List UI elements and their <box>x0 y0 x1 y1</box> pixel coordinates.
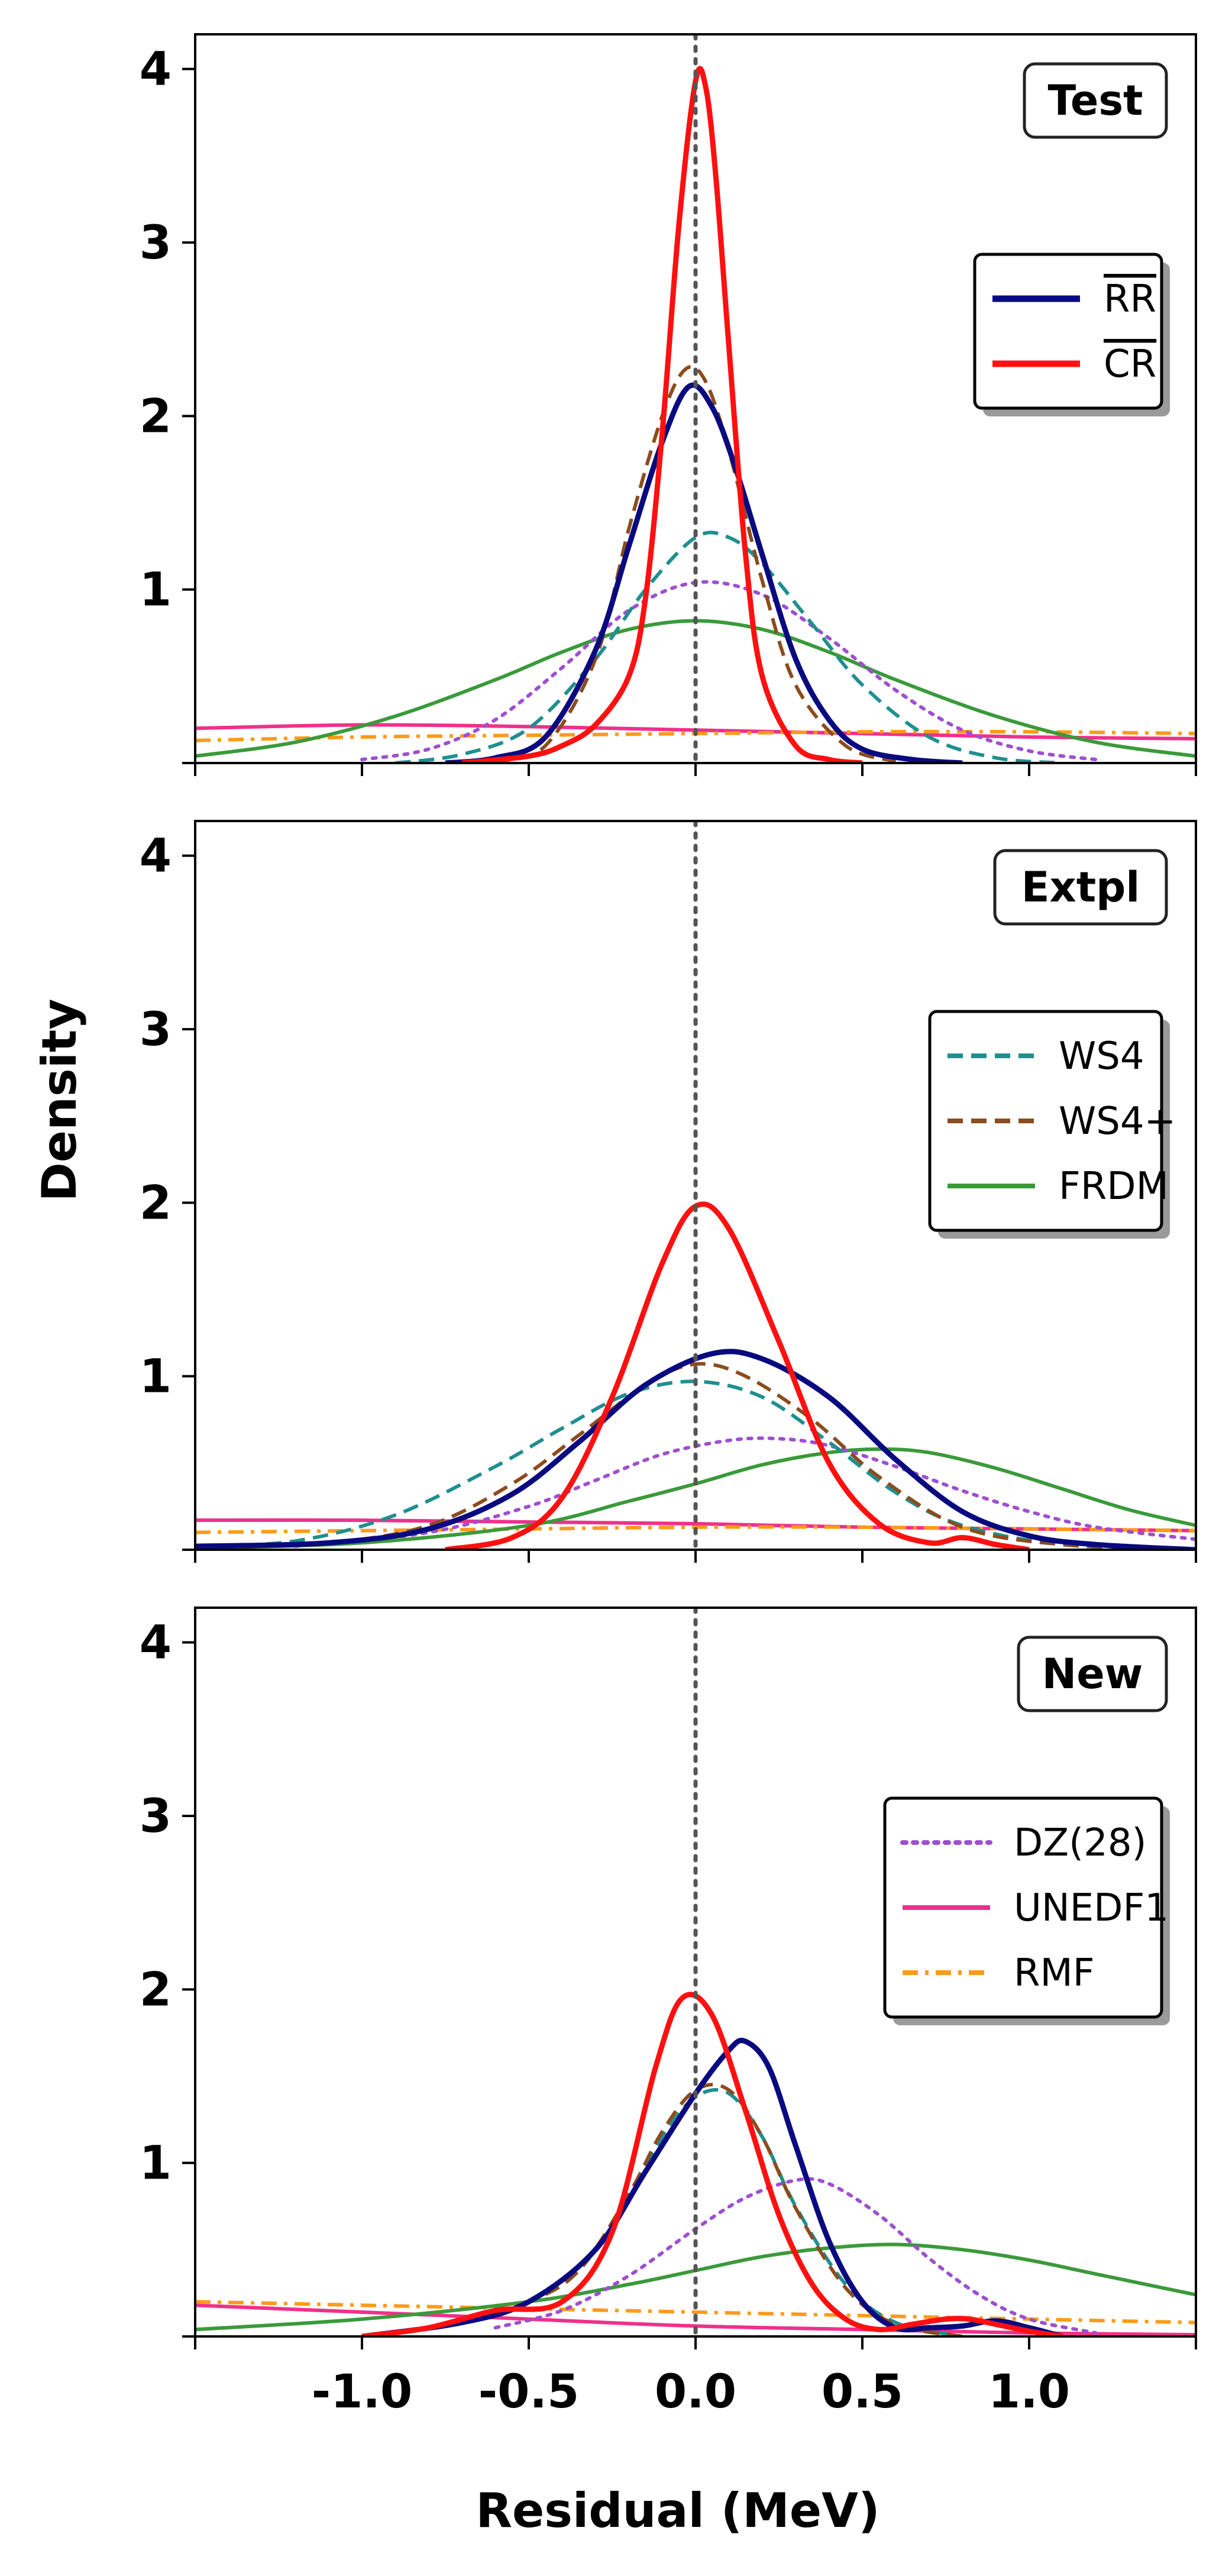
y-tick-label: 1 <box>140 564 172 617</box>
plot-area <box>195 1608 1196 2336</box>
x-tick-label: 0.5 <box>822 2365 903 2419</box>
series-line-cr <box>445 1201 1030 1550</box>
legend-entry-label: RMF <box>1014 1951 1095 1995</box>
y-tick-label: 1 <box>140 1350 172 1404</box>
dataset-tag: New <box>1017 1636 1168 1712</box>
series-line-ws4 <box>395 531 1063 763</box>
series-line-rmf <box>195 2300 1196 2325</box>
series-line-ws4 <box>361 2088 963 2336</box>
x-tick-label: 0.0 <box>655 2365 736 2419</box>
x-axis-title: Residual (MeV) <box>476 2483 879 2538</box>
legend-entry-label: CR <box>1104 342 1156 386</box>
panel-test: 1 2 3 4 Test RR CR <box>140 33 1197 776</box>
legend-entry-label: WS4 <box>1059 1035 1144 1078</box>
series-line-rr <box>361 2038 1063 2336</box>
x-tick-labels: -1.0 -0.5 0.0 0.5 1.0 <box>312 2365 1070 2419</box>
y-tick-label: 3 <box>140 216 172 270</box>
legend: DZ(28) UNEDF1 RMF <box>883 1796 1170 2025</box>
legend-entry-label: WS4+ <box>1059 1100 1176 1143</box>
legend-entry-label: DZ(28) <box>1014 1821 1147 1865</box>
series-line-cr <box>361 1992 1063 2336</box>
series-line-rr <box>195 1349 1196 1550</box>
x-tick-label: -1.0 <box>312 2365 413 2419</box>
series-line-frdm <box>195 2242 1196 2332</box>
series-line-dz-28- <box>360 580 1098 762</box>
series-line-dz-28- <box>493 2177 1098 2335</box>
legend-entry-label: RR <box>1104 277 1156 321</box>
legend: RR CR <box>973 253 1170 416</box>
y-tick-label: 3 <box>140 1003 172 1056</box>
panel-extpl: 1 2 3 4 Extpl WS4 WS4+ FRDM <box>140 820 1197 1563</box>
y-tick-label: 2 <box>140 1963 172 2016</box>
legend-entry-label: FRDM <box>1059 1165 1169 1208</box>
y-tick-label: 2 <box>140 390 172 443</box>
y-tick-label: 3 <box>140 1790 172 1843</box>
legend-entry-label: UNEDF1 <box>1014 1886 1169 1930</box>
y-axis-title: Density <box>32 998 87 1201</box>
dataset-tag-label: Test <box>1047 76 1143 125</box>
series-line-rr <box>445 382 963 763</box>
legend: WS4 WS4+ FRDM <box>928 1010 1176 1239</box>
y-tick-label: 2 <box>140 1177 172 1230</box>
panel-new: 1 2 3 4 New DZ(28) UNEDF1 RMF <box>140 1607 1197 2349</box>
y-tick-label: 1 <box>140 2137 172 2190</box>
y-tick-label: 4 <box>140 1617 172 1670</box>
series-line-cr <box>461 66 863 763</box>
panels-layer: 1 2 3 4 Test RR CR 1 2 3 4 Extpl WS4 WS4+ FRDM 1 2 3 4 New D… <box>140 33 1197 2349</box>
dataset-tag-label: Extpl <box>1021 863 1140 912</box>
series-line-ws4- <box>494 365 897 763</box>
plot-area <box>195 34 1196 763</box>
x-tick-label: 1.0 <box>988 2365 1070 2419</box>
series-line-ws4- <box>361 2083 963 2336</box>
y-tick-label: 4 <box>140 43 172 96</box>
dataset-tag: Test <box>1023 62 1168 139</box>
series-line-frdm <box>195 1447 1196 1550</box>
x-tick-label: -0.5 <box>478 2365 580 2419</box>
y-tick-label: 4 <box>140 830 172 883</box>
series-line-dz-28- <box>293 1436 1196 1549</box>
dataset-tag: Extpl <box>993 849 1168 926</box>
plot-area <box>195 821 1196 1550</box>
dataset-tag-label: New <box>1042 1650 1143 1698</box>
